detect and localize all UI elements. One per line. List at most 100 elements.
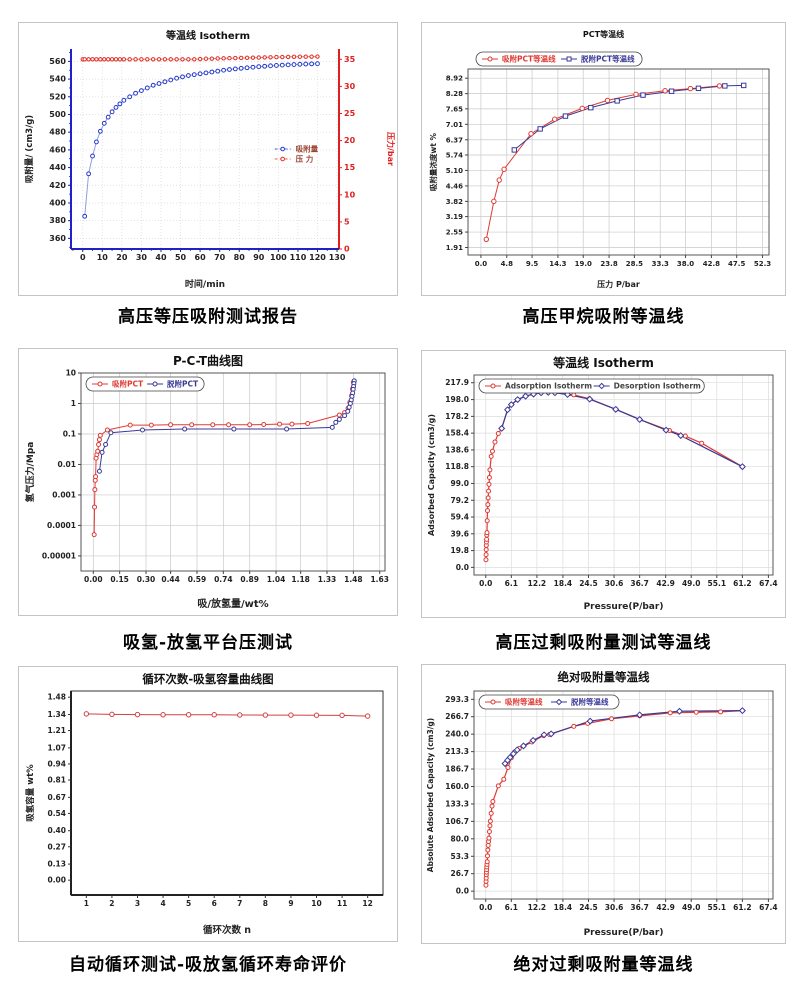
svg-text:0.81: 0.81 [47, 776, 66, 785]
svg-text:35: 35 [344, 55, 356, 64]
svg-text:2: 2 [109, 899, 114, 908]
chart-methane-pct: 0.0 4.8 9.5 14.3 19.0 23.8 28.5 33.3 38.0 42.8 47.… [422, 23, 785, 295]
svg-text:67.4: 67.4 [759, 903, 778, 912]
svg-text:0.00: 0.00 [47, 876, 66, 885]
svg-text:49.0: 49.0 [682, 903, 701, 912]
svg-text:217.9: 217.9 [445, 378, 469, 387]
svg-text:213.3: 213.3 [445, 747, 469, 756]
svg-text:480: 480 [49, 128, 66, 137]
svg-text:9: 9 [288, 899, 293, 908]
svg-text:0.15: 0.15 [110, 575, 129, 584]
svg-text:20: 20 [344, 136, 356, 145]
caption-cycle-life: 自动循环测试-吸放氢循环寿命评价 [68, 955, 348, 975]
svg-text:40: 40 [155, 253, 167, 262]
svg-text:吸附量浓度wt %: 吸附量浓度wt % [428, 132, 438, 191]
caption-excess-isotherm: 高压过剩吸附量测试等温线 [495, 633, 712, 653]
svg-text:0.1: 0.1 [63, 429, 76, 438]
svg-text:7: 7 [237, 899, 242, 908]
svg-text:5.74: 5.74 [446, 151, 463, 159]
svg-text:1.18: 1.18 [291, 575, 310, 584]
svg-text:0.0001: 0.0001 [47, 521, 76, 530]
svg-text:0.00001: 0.00001 [42, 551, 76, 560]
svg-text:循环次数-吸氢容量曲线图: 循环次数-吸氢容量曲线图 [141, 672, 273, 686]
chart-panel-cycle-life: 1 2 3 4 5 6 7 8 9 10 11 12 0.00 0.13 0.27 0.40 0.54 0.67 0… [18, 666, 398, 942]
svg-text:24.5: 24.5 [579, 903, 598, 912]
svg-text:240.0: 240.0 [445, 730, 469, 739]
svg-text:3.19: 3.19 [446, 213, 463, 221]
chart-svg: 0 10 20 30 40 50 60 70 80 90 100 110 120 130360380400… [24, 29, 396, 290]
svg-text:0.30: 0.30 [137, 575, 156, 584]
svg-text:吸附量: 吸附量 [296, 144, 319, 154]
svg-text:1.07: 1.07 [47, 743, 66, 752]
svg-text:0.59: 0.59 [188, 575, 207, 584]
svg-text:时间/min: 时间/min [185, 278, 225, 290]
svg-text:3: 3 [135, 899, 140, 908]
svg-text:10: 10 [66, 369, 76, 378]
svg-text:19.0: 19.0 [575, 260, 592, 268]
svg-text:1.21: 1.21 [47, 726, 66, 735]
svg-text:11: 11 [337, 899, 347, 908]
chart-excess-isotherm: 0.0 6.1 12.2 18.4 24.5 30.6 36.7 42.9 49.0 55.1 61… [422, 351, 785, 617]
svg-text:1: 1 [71, 399, 76, 408]
svg-text:等温线 Isotherm: 等温线 Isotherm [166, 29, 250, 42]
svg-text:0.67: 0.67 [47, 793, 66, 802]
svg-text:28.5: 28.5 [626, 260, 643, 268]
svg-text:24.5: 24.5 [579, 579, 598, 588]
svg-text:198.0: 198.0 [445, 395, 469, 404]
svg-text:49.0: 49.0 [682, 579, 701, 588]
chart-panel-isobaric-adsorption: 0 10 20 30 40 50 60 70 80 90 100 110 120 130 360 380 400… [18, 22, 398, 296]
svg-text:10: 10 [97, 253, 109, 262]
svg-text:1.48: 1.48 [344, 575, 363, 584]
svg-text:4.8: 4.8 [501, 260, 514, 268]
svg-text:30: 30 [344, 82, 356, 91]
svg-text:吸氢容量 wt%: 吸氢容量 wt% [25, 764, 36, 822]
svg-text:118.8: 118.8 [445, 462, 469, 471]
svg-text:15: 15 [344, 163, 356, 172]
svg-text:循环次数 n: 循环次数 n [203, 924, 251, 936]
chart-absolute-isotherm: 0.0 6.1 12.2 18.4 24.5 30.6 36.7 42.9 49.0 55.1 61… [422, 665, 785, 943]
svg-text:160.0: 160.0 [445, 782, 469, 791]
svg-text:80: 80 [234, 253, 246, 262]
svg-text:12.2: 12.2 [528, 903, 547, 912]
svg-text:8.92: 8.92 [446, 75, 463, 83]
svg-text:绝对吸附量等温线: 绝对吸附量等温线 [558, 670, 650, 684]
svg-text:压力/bar: 压力/bar [386, 132, 396, 166]
svg-text:36.7: 36.7 [630, 579, 649, 588]
svg-text:106.7: 106.7 [445, 817, 469, 826]
svg-text:P-C-T曲线图: P-C-T曲线图 [173, 353, 243, 368]
svg-text:0.01: 0.01 [57, 460, 76, 469]
svg-text:压 力: 压 力 [296, 154, 314, 164]
svg-text:0.13: 0.13 [47, 860, 66, 869]
chart-svg: 0.0 6.1 12.2 18.4 24.5 30.6 36.7 42.9 49.0 55.1 61… [426, 670, 778, 938]
svg-text:50: 50 [175, 253, 187, 262]
svg-text:138.6: 138.6 [445, 445, 469, 454]
svg-text:18.4: 18.4 [554, 579, 573, 588]
svg-text:0.0: 0.0 [479, 903, 492, 912]
svg-text:500: 500 [49, 110, 66, 119]
svg-text:560: 560 [49, 57, 66, 66]
svg-text:5.10: 5.10 [446, 167, 463, 175]
svg-text:吸附等温线: 吸附等温线 [505, 697, 543, 707]
svg-text:9.5: 9.5 [526, 260, 539, 268]
svg-text:186.7: 186.7 [445, 765, 469, 774]
svg-text:100: 100 [270, 253, 287, 262]
svg-text:0.00: 0.00 [84, 575, 103, 584]
svg-text:400: 400 [49, 198, 66, 207]
caption-methane-pct: 高压甲烷吸附等温线 [522, 307, 685, 327]
svg-text:133.3: 133.3 [445, 799, 469, 808]
svg-text:1.04: 1.04 [267, 575, 286, 584]
svg-text:Adsorbed Capacity (cm3/g): Adsorbed Capacity (cm3/g) [427, 414, 436, 536]
svg-text:4.46: 4.46 [446, 182, 463, 190]
svg-text:0.0: 0.0 [475, 260, 488, 268]
chart-panel-excess-isotherm: 0.0 6.1 12.2 18.4 24.5 30.6 36.7 42.9 49.0 55.1 61… [421, 350, 786, 618]
svg-text:460: 460 [49, 145, 66, 154]
svg-text:Pressure(P/bar): Pressure(P/bar) [584, 602, 664, 612]
svg-text:42.9: 42.9 [656, 903, 675, 912]
svg-text:120: 120 [309, 253, 326, 262]
svg-text:7.01: 7.01 [446, 121, 463, 129]
svg-text:67.4: 67.4 [759, 579, 778, 588]
svg-text:178.2: 178.2 [445, 412, 469, 421]
svg-text:26.7: 26.7 [450, 869, 469, 878]
svg-text:540: 540 [49, 75, 66, 84]
svg-text:55.1: 55.1 [708, 903, 727, 912]
